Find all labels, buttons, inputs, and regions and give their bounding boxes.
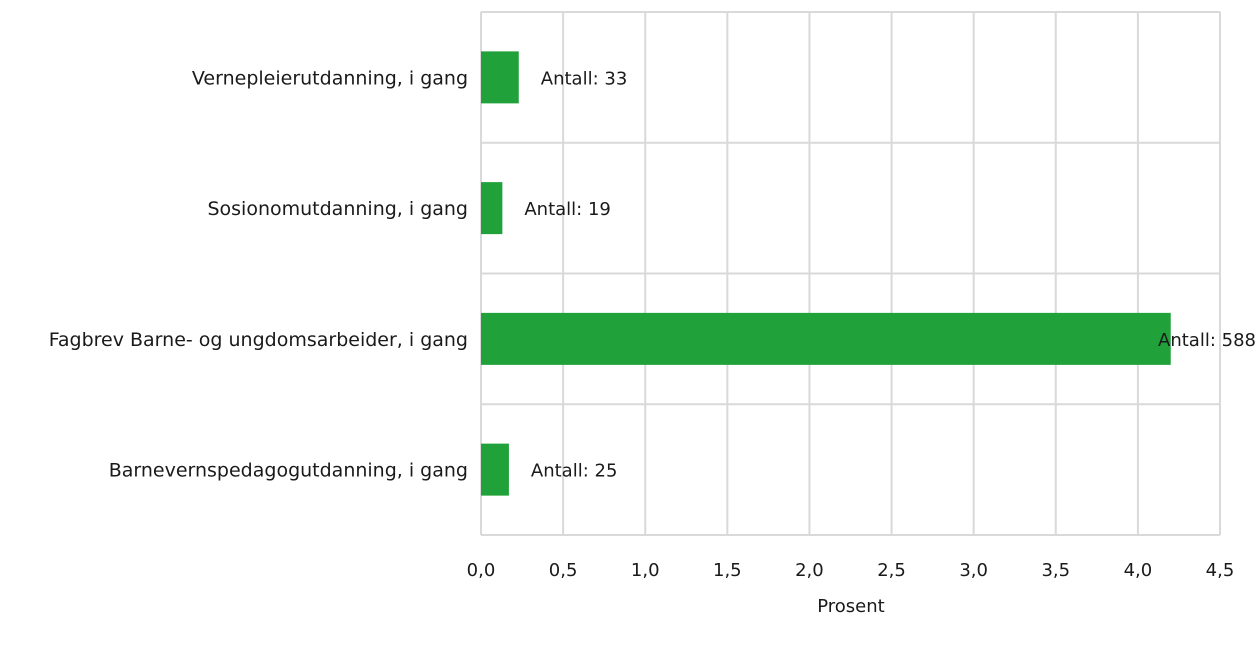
- category-label: Vernepleierutdanning, i gang: [192, 67, 468, 89]
- category-label: Sosionomutdanning, i gang: [207, 198, 468, 220]
- x-tick-label: 2,0: [795, 560, 824, 581]
- x-tick-label: 2,5: [877, 560, 906, 581]
- category-label: Fagbrev Barne- og ungdomsarbeider, i gan…: [49, 329, 468, 351]
- x-tick-label: 3,0: [959, 560, 988, 581]
- bar: [481, 312, 1171, 365]
- x-axis-title: Prosent: [817, 596, 884, 617]
- x-tick-label: 4,5: [1206, 560, 1235, 581]
- data-label: Antall: 33: [541, 68, 628, 89]
- category-label: Barnevernspedagogutdanning, i gang: [109, 460, 468, 482]
- x-tick-label: 1,0: [631, 560, 660, 581]
- x-tick-label: 4,0: [1124, 560, 1153, 581]
- bar: [481, 443, 509, 496]
- x-tick-label: 0,0: [467, 560, 496, 581]
- bar: [481, 51, 519, 104]
- data-labels: Antall: 33 Antall: 19 Antall: 588 Antall: 2…: [524, 68, 1256, 481]
- data-label: Antall: 25: [531, 461, 618, 482]
- data-label: Antall: 588: [1158, 330, 1256, 351]
- x-tick-labels: 0,0 0,5 1,0 1,5 2,0 2,5 3,0 3,5 4,0 4,5: [467, 560, 1235, 581]
- bar: [481, 182, 503, 235]
- grid: [480, 11, 1221, 536]
- bars: [481, 51, 1171, 496]
- data-label: Antall: 19: [524, 199, 611, 220]
- x-tick-label: 0,5: [549, 560, 578, 581]
- x-tick-label: 3,5: [1041, 560, 1070, 581]
- category-labels: Vernepleierutdanning, i gang Sosionomutda…: [49, 67, 468, 481]
- x-tick-label: 1,5: [713, 560, 742, 581]
